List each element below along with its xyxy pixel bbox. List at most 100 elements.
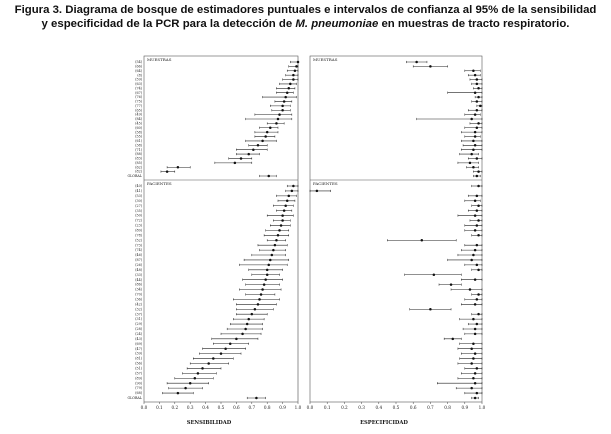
spec-muestras-point-estimate [477,87,480,90]
study-label: (75) [135,100,142,104]
sens-pacientes-point-estimate [207,362,210,365]
spec-muestras-point-estimate [473,91,477,94]
spec-pacientes-point-estimate [473,381,477,385]
spec-muestras-point-estimate [473,73,477,77]
spec-pacientes-point-estimate [475,322,479,326]
spec-pacientes-point-estimate [477,312,480,316]
study-label: (62) [135,165,142,169]
spec-pacientes-point-estimate [315,189,319,193]
study-label: (35) [135,209,142,213]
spec-pacientes-point-estimate [475,298,479,301]
sens-muestras-point-estimate [165,170,169,173]
sens-pacientes-point-estimate [244,327,247,331]
sens-pacientes-point-estimate [201,367,204,370]
sens-pacientes-point-estimate [253,308,257,311]
spec-muestras-label: MUESTRAS [313,57,338,62]
sens-pacientes-point-estimate [273,243,277,247]
spec-pacientes-point-estimate [475,209,479,212]
sens-pacientes-point-estimate [262,283,266,286]
spec-muestras-point-estimate [475,108,479,112]
sens-pacientes-point-estimate [287,194,291,198]
spec-pacientes-point-estimate [432,273,436,276]
study-label: (74) [135,86,142,90]
spec-x-tick-label: 0.4 [375,405,382,410]
study-label: (27) [135,204,142,208]
spec-x-tick-label: 0.3 [358,405,365,410]
spec-pacientes-point-estimate [473,214,477,217]
sens-muestras-point-estimate [296,60,300,64]
sens-pacientes-point-estimate [228,342,232,346]
sens-pacientes-point-estimate [275,238,278,242]
study-label: (36) [135,297,142,301]
sens-pacientes-point-estimate [265,273,269,276]
spec-muestras-point-estimate [470,152,473,156]
sens-x-axis-title: SENSIBILIDAD [187,420,232,426]
spec-muestras-point-estimate [429,65,432,68]
spec-muestras-point-estimate [472,148,475,151]
sens-pacientes-point-estimate [276,234,280,237]
spec-pacientes-point-estimate [473,352,477,355]
sens-pacientes-point-estimate [193,377,197,380]
spec-pacientes-point-estimate [470,362,473,365]
spec-muestras-point-estimate [468,161,472,165]
sens-pacientes-point-estimate [265,268,269,272]
sens-muestras-point-estimate [264,135,267,138]
spec-x-tick-label: 0.2 [341,405,348,410]
spec-x-tick-label: 1.0 [479,405,486,410]
study-label: GLOBAL [127,174,142,178]
study-label: (61) [135,139,142,143]
sens-muestras-point-estimate [278,113,281,116]
spec-pacientes-point-estimate [470,347,473,350]
sens-pacientes-point-estimate [258,298,261,301]
spec-muestras-point-estimate [479,104,482,108]
sens-muestras-point-estimate [269,126,272,130]
spec-pacientes-point-estimate [472,317,475,321]
spec-muestras-point-estimate [475,126,479,130]
sens-muestras-point-estimate [292,78,295,81]
sens-x-tick-label: 0.3 [187,405,194,410]
study-label: (81) [135,357,142,361]
sens-muestras-point-estimate [282,100,286,103]
sens-pacientes-point-estimate [292,184,295,188]
study-label: (71) [135,148,142,152]
sens-muestras-point-estimate [287,87,291,90]
study-label: (53) [135,194,142,198]
sens-pacientes-point-estimate [250,312,254,316]
study-label: (59) [135,78,142,82]
sens-pacientes-point-estimate [267,263,270,267]
spec-pacientes-point-estimate [468,288,472,291]
study-label: (32) [135,307,142,311]
sens-pacientes-point-estimate [188,381,192,385]
spec-x-tick-label: 0.8 [444,405,451,410]
study-label: (63) [135,82,142,86]
study-label: (48) [135,268,142,272]
sens-pacientes-point-estimate [255,396,258,400]
sens-muestras-point-estimate [292,73,295,77]
study-label: (43) [135,337,142,341]
sens-x-tick-label: 0.4 [202,405,209,410]
sens-x-tick-label: 0.1 [156,405,163,410]
sens-pacientes-point-estimate [259,293,263,296]
study-label: (57) [135,371,142,375]
study-label: (82) [135,170,142,174]
study-label: (65) [135,108,142,112]
sens-muestras-point-estimate [261,139,264,143]
sens-pacientes-point-estimate [261,288,264,291]
sens-x-tick-label: 1.0 [295,405,302,410]
sens-pacientes-point-estimate [247,317,250,321]
spec-muestras-point-estimate [473,144,477,147]
spec-muestras-point-estimate [472,139,475,143]
spec-muestras-point-estimate [472,165,475,169]
study-label: (24) [135,332,142,336]
sens-pacientes-point-estimate [176,391,180,395]
study-label: (80) [135,228,142,232]
study-label: (50) [135,214,142,218]
sens-x-tick-label: 0.8 [264,405,271,410]
spec-pacientes-point-estimate [451,337,455,341]
sens-muestras-point-estimate [252,148,255,151]
spec-pacientes-point-estimate [472,253,475,257]
spec-pacientes-point-estimate [473,199,477,203]
spec-pacientes-point-estimate [473,327,477,331]
sens-muestras-point-estimate [275,122,278,125]
sens-muestras-point-estimate [285,91,289,94]
